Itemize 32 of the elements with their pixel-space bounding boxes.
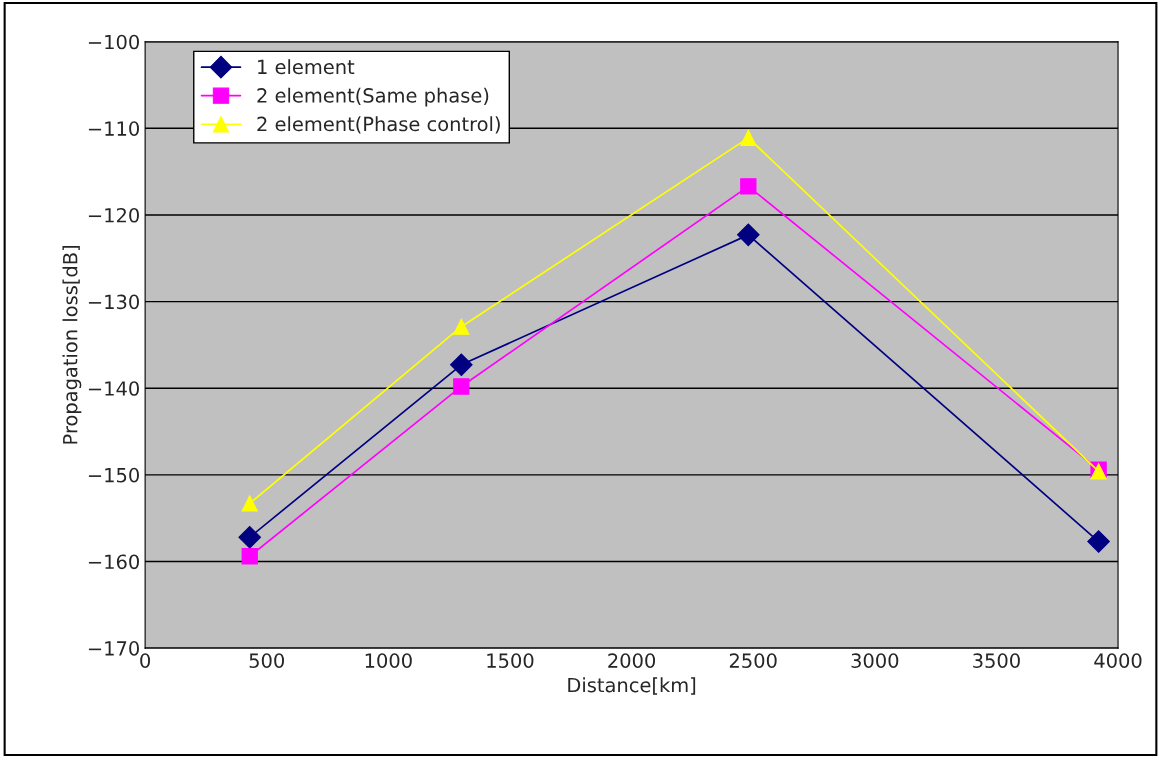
point <box>238 525 262 549</box>
legend-label: 1 element <box>258 59 355 75</box>
y-tick-label: −150 <box>88 467 139 483</box>
point <box>740 129 757 147</box>
y-tick-label: −120 <box>88 207 139 223</box>
y-tick-label: −110 <box>88 121 139 136</box>
point <box>740 178 757 195</box>
y-axis-title: Propagation loss[dB] <box>62 245 82 444</box>
x-tick-label: 2000 <box>608 653 656 668</box>
x-tick-label: 3000 <box>851 653 899 668</box>
y-tick-label: −140 <box>88 381 139 396</box>
x-tick-label: 1000 <box>365 653 412 668</box>
x-tick-label: 500 <box>249 653 285 668</box>
x-tick-label: 1500 <box>487 653 534 668</box>
point <box>453 318 470 335</box>
point <box>1087 530 1110 553</box>
y-tick-label: −170 <box>88 641 139 656</box>
point <box>737 223 760 247</box>
y-tick-label: −100 <box>88 34 139 50</box>
x-tick-label: 4000 <box>1094 653 1142 668</box>
legend-label: 2 element(Phase control) <box>257 116 500 134</box>
point <box>450 353 473 377</box>
x-tick-label: 3500 <box>973 653 1020 668</box>
point <box>241 495 258 512</box>
x-axis-title: Distance[km] <box>568 677 696 695</box>
x-tick-label: 2500 <box>729 653 777 668</box>
y-tick-label: −160 <box>88 554 139 570</box>
x-tick-label: 0 <box>140 653 151 668</box>
y-tick-label: −130 <box>88 294 139 310</box>
legend-label: 2 element(Same phase) <box>257 87 489 107</box>
point <box>453 378 470 395</box>
point <box>241 548 258 565</box>
